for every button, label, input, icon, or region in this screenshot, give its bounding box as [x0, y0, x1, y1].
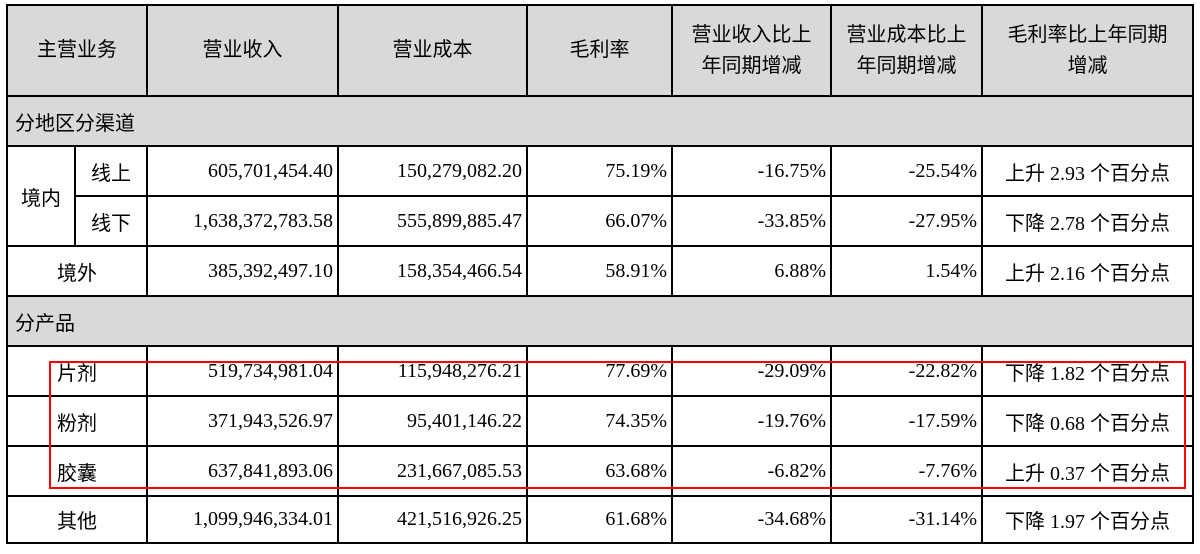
cell-powder-revenue-yoy: -19.76%: [671, 395, 832, 447]
header-gross-margin: 毛利率: [526, 4, 673, 97]
cell-powder-cost: 95,401,146.22: [337, 395, 528, 447]
cell-capsule-cost: 231,667,085.53: [337, 445, 528, 497]
cell-overseas-revenue: 385,392,497.10: [146, 245, 339, 297]
cell-other-revenue-yoy: -34.68%: [671, 495, 832, 544]
cell-other-name: 其他: [6, 495, 148, 544]
cell-powder-revenue: 371,943,526.97: [146, 395, 339, 447]
cell-tablet-revenue-yoy: -29.09%: [671, 345, 832, 397]
table-row-capsule: 胶囊 637,841,893.06 231,667,085.53 63.68% …: [6, 445, 1194, 497]
table-row-other: 其他 1,099,946,334.01 421,516,926.25 61.68…: [6, 495, 1194, 544]
cell-online-channel: 线上: [74, 145, 148, 197]
table-row-domestic-offline: 线下 1,638,372,783.58 555,899,885.47 66.07…: [7, 195, 1194, 247]
cell-capsule-margin: 63.68%: [526, 445, 673, 497]
header-cost-yoy: 营业成本比上 年同期增减: [830, 4, 983, 97]
header-revenue: 营业收入: [146, 4, 339, 97]
header-margin-yoy: 毛利率比上年同期 增减: [981, 4, 1194, 97]
cell-capsule-name: 胶囊: [6, 445, 148, 497]
cell-overseas-margin-yoy: 上升 2.16 个百分点: [981, 245, 1194, 297]
cell-overseas-revenue-yoy: 6.88%: [671, 245, 832, 297]
section-row-product: 分产品: [6, 295, 1194, 347]
cell-offline-cost: 555,899,885.47: [337, 195, 528, 247]
cell-capsule-revenue: 637,841,893.06: [146, 445, 339, 497]
cell-online-cost: 150,279,082.20: [337, 145, 528, 197]
cell-tablet-margin-yoy: 下降 1.82 个百分点: [981, 345, 1194, 397]
header-revenue-yoy: 营业收入比上 年同期增减: [671, 4, 832, 97]
cell-offline-cost-yoy: -27.95%: [830, 195, 983, 247]
cell-online-margin: 75.19%: [526, 145, 673, 197]
table-row-powder: 粉剂 371,943,526.97 95,401,146.22 74.35% -…: [6, 395, 1194, 447]
cell-overseas-margin: 58.91%: [526, 245, 673, 297]
cell-powder-name: 粉剂: [6, 395, 148, 447]
section-label-region: 分地区分渠道: [6, 95, 1194, 147]
cell-offline-revenue: 1,638,372,783.58: [146, 195, 339, 247]
cell-tablet-cost: 115,948,276.21: [337, 345, 528, 397]
cell-overseas-cost-yoy: 1.54%: [830, 245, 983, 297]
cell-offline-revenue-yoy: -33.85%: [671, 195, 832, 247]
cell-other-margin: 61.68%: [526, 495, 673, 544]
table-row-tablet: 片剂 519,734,981.04 115,948,276.21 77.69% …: [6, 345, 1194, 397]
cell-online-revenue-yoy: -16.75%: [671, 145, 832, 197]
section-label-product: 分产品: [6, 295, 1194, 347]
cell-other-cost-yoy: -31.14%: [830, 495, 983, 544]
table-header-row: 主营业务 营业收入 营业成本 毛利率 营业收入比上 年同期增减 营业成本比上 年…: [6, 4, 1194, 97]
cell-other-revenue: 1,099,946,334.01: [146, 495, 339, 544]
section-row-region: 分地区分渠道: [6, 95, 1194, 147]
cell-capsule-margin-yoy: 上升 0.37 个百分点: [981, 445, 1194, 497]
cell-other-cost: 421,516,926.25: [337, 495, 528, 544]
cell-tablet-cost-yoy: -22.82%: [830, 345, 983, 397]
cell-capsule-cost-yoy: -7.76%: [830, 445, 983, 497]
table-row-overseas: 境外 385,392,497.10 158,354,466.54 58.91% …: [6, 245, 1194, 297]
header-main-business: 主营业务: [6, 4, 148, 97]
cell-powder-cost-yoy: -17.59%: [830, 395, 983, 447]
cell-tablet-name: 片剂: [6, 345, 148, 397]
cell-other-margin-yoy: 下降 1.97 个百分点: [981, 495, 1194, 544]
cell-overseas-cost: 158,354,466.54: [337, 245, 528, 297]
cell-online-revenue: 605,701,454.40: [146, 145, 339, 197]
main-business-table: 主营业务 营业收入 营业成本 毛利率 营业收入比上 年同期增减 营业成本比上 年…: [6, 4, 1194, 544]
cell-online-cost-yoy: -25.54%: [830, 145, 983, 197]
cell-overseas-label: 境外: [6, 245, 148, 297]
cell-powder-margin: 74.35%: [526, 395, 673, 447]
cell-offline-channel: 线下: [74, 195, 148, 247]
table-row-domestic-online: 境内 线上 605,701,454.40 150,279,082.20 75.1…: [6, 145, 1194, 247]
cell-tablet-revenue: 519,734,981.04: [146, 345, 339, 397]
cell-capsule-revenue-yoy: -6.82%: [671, 445, 832, 497]
header-cost: 营业成本: [337, 4, 528, 97]
cell-powder-margin-yoy: 下降 0.68 个百分点: [981, 395, 1194, 447]
cell-tablet-margin: 77.69%: [526, 345, 673, 397]
cell-offline-margin-yoy: 下降 2.78 个百分点: [981, 195, 1194, 247]
cell-offline-margin: 66.07%: [526, 195, 673, 247]
cell-domestic-label: 境内: [6, 145, 76, 247]
cell-online-margin-yoy: 上升 2.93 个百分点: [981, 145, 1194, 197]
